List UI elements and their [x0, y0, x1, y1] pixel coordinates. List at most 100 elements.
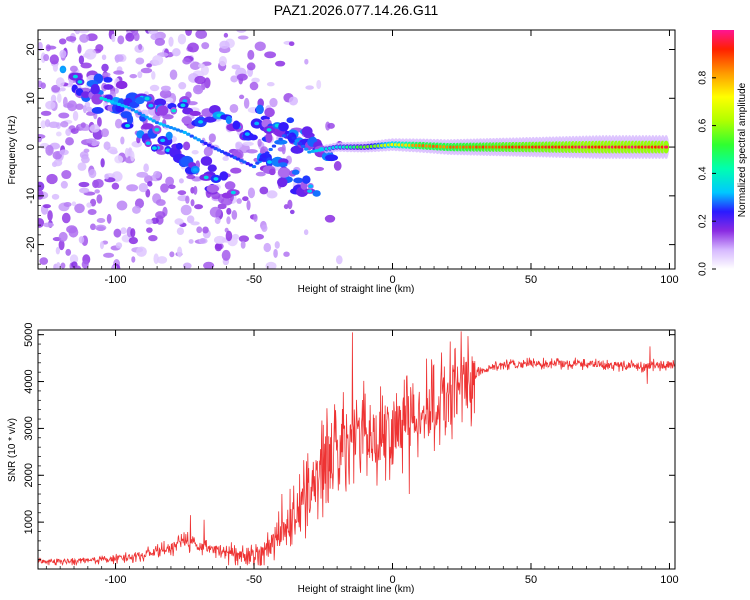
spectrogram-noise-cell: [86, 202, 92, 208]
spectrogram-noise-cell: [50, 94, 57, 103]
spectrogram-noise-cell: [242, 196, 249, 202]
spectrogram-ridge-core: [161, 123, 167, 127]
spectrogram-noise-cell: [242, 141, 254, 146]
spectrogram-ridge-core: [99, 96, 104, 100]
spectrogram-ridge-core: [192, 136, 198, 140]
spectrogram-noise-cell: [266, 82, 275, 87]
spectrogram-noise-cell: [78, 236, 85, 244]
spectrogram-noise-cell: [238, 94, 245, 100]
spectrogram-noise-cell: [288, 96, 299, 106]
spectrogram-noise-cell: [120, 136, 125, 145]
spectrogram-noise-cell: [102, 72, 111, 77]
spectrogram-noise-cell: [99, 241, 104, 250]
spectrogram-noise-cell: [254, 233, 264, 240]
chart-title: PAZ1.2026.077.14.26.G11: [274, 2, 439, 18]
spectrogram-noise-cell: [160, 85, 171, 92]
spectrogram-ridge-core: [245, 161, 250, 166]
spectrogram-noise-cell: [47, 210, 53, 222]
spectrogram-cell: [90, 83, 100, 95]
spectrogram-noise-cell: [194, 204, 204, 210]
spectrogram-noise-cell: [230, 167, 242, 174]
spectrogram-cell: [225, 115, 232, 125]
spectrogram-y-label: Frequency (Hz): [7, 116, 18, 185]
spectrogram-noise-cell: [66, 100, 78, 112]
snr-y-label: SNR (10 * v/v): [7, 418, 18, 482]
spectrogram-noise-cell: [38, 189, 44, 200]
spectrogram-noise-cell: [125, 32, 135, 42]
spectrogram-noise-cell: [185, 30, 192, 37]
spectrogram-noise-cell: [263, 242, 272, 253]
spectrogram-noise-cell: [75, 103, 84, 110]
spectrogram-noise-cell: [116, 200, 128, 211]
spectrogram-ridge-core: [179, 129, 184, 133]
spectrogram-noise-cell: [78, 30, 90, 34]
spectrogram-noise-cell: [155, 211, 166, 219]
spectrogram-ridge-core: [258, 158, 263, 162]
spectrogram-ridge-core: [232, 155, 238, 160]
spectrogram-noise-cell: [128, 236, 139, 245]
spectrogram-noise-cell: [60, 262, 66, 269]
spectrogram-y-tick-label: -20: [25, 237, 37, 253]
spectrogram-cell: [248, 134, 258, 141]
spectrogram-noise-cell: [195, 30, 208, 40]
spectrogram-hot-cell: [230, 190, 236, 195]
spectrogram-hot-cell: [266, 128, 272, 132]
spectrogram-noise-cell: [182, 57, 192, 65]
spectrogram-noise-cell: [111, 182, 120, 190]
spectrogram-ridge-core: [213, 146, 218, 151]
spectrogram-noise-cell: [61, 170, 72, 180]
spectrogram-noise-cell: [89, 124, 100, 133]
spectrogram-noise-cell: [154, 37, 166, 46]
spectrogram-noise-cell: [265, 261, 277, 269]
spectrogram-cell: [278, 121, 289, 132]
spectrogram-noise-cell: [137, 71, 143, 79]
spectrogram-ridge-core: [186, 132, 191, 136]
spectrogram-noise-cell: [222, 156, 229, 162]
spectrogram-noise-cell: [78, 181, 90, 188]
colorbar-gradient: [712, 30, 734, 269]
spectrogram-noise-cell: [129, 73, 138, 79]
spectrogram-noise-cell: [96, 217, 106, 224]
spectrogram-hot-cell: [151, 146, 157, 150]
spectrogram-noise-cell: [287, 199, 293, 210]
spectrogram-cell: [224, 181, 236, 190]
spectrogram-ridge-core: [229, 154, 234, 158]
spectrogram-noise-cell: [101, 63, 109, 72]
spectrogram-noise-cell: [235, 142, 241, 150]
snr-y-tick-label: 4000: [23, 369, 35, 393]
spectrogram-cell: [103, 84, 114, 90]
spectrogram-noise-cell: [114, 155, 124, 164]
spectrogram-noise-cell: [69, 65, 78, 73]
spectrogram-cell: [232, 120, 241, 130]
snr-frame: [37, 329, 676, 570]
spectrogram-noise-cell: [193, 185, 198, 195]
spectrogram-noise-cell: [155, 199, 166, 206]
spectrogram-noise-cell: [196, 226, 203, 234]
snr-x-tick-label: 100: [660, 574, 678, 586]
spectrogram-ridge-core: [663, 145, 669, 149]
spectrogram-noise-cell: [247, 49, 255, 60]
spectrogram-noise-cell: [219, 40, 230, 50]
spectrogram-noise-cell: [124, 147, 130, 158]
spectrogram-noise-cell: [147, 180, 153, 187]
spectrogram-noise-cell: [149, 84, 160, 92]
spectrogram-ridge-core: [239, 158, 244, 163]
spectrogram-ridge-core: [265, 151, 270, 155]
spectrogram-ridge-core: [278, 137, 283, 141]
spectrogram-noise-cell: [72, 110, 79, 122]
spectrogram-x-tick-label: 50: [525, 274, 537, 286]
colorbar: 0.0 0.2 0.4 0.6 0.8 Normalized spectral ampl…: [698, 30, 748, 276]
spectrogram-noise-cell: [59, 149, 69, 156]
spectrogram-ridge-core: [226, 152, 231, 157]
spectrogram-noise-cell: [187, 42, 199, 53]
spectrogram-noise-cell: [78, 55, 85, 65]
spectrogram-ridge-core: [317, 148, 323, 152]
spectrogram-noise-cell: [226, 207, 232, 215]
spectrogram-noise-cell: [101, 128, 109, 138]
spectrogram-noise-cell: [194, 75, 206, 85]
spectrogram-cell: [91, 106, 104, 114]
spectrogram-cell: [324, 154, 339, 162]
spectrogram-noise-cell: [165, 97, 174, 103]
spectrogram-noise-cell: [49, 54, 59, 65]
spectrogram-x-tick-label: -100: [105, 274, 127, 286]
